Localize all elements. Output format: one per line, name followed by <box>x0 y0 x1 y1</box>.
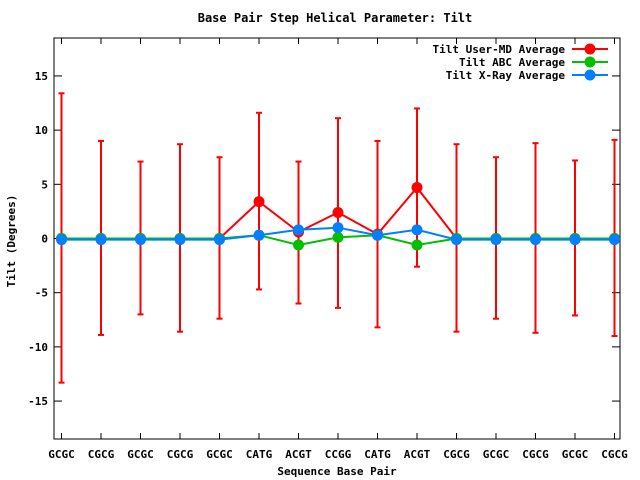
data-point <box>253 196 265 208</box>
data-point <box>530 234 541 246</box>
x-tick-label: GCGC <box>206 448 233 461</box>
data-point <box>411 224 423 236</box>
y-tick-label: -5 <box>35 287 48 300</box>
y-tick-label: 5 <box>41 178 48 191</box>
data-point <box>490 234 502 246</box>
x-tick-label: CATG <box>364 448 391 461</box>
x-axis-label: Sequence Base Pair <box>277 465 397 478</box>
x-tick-label: CCGG <box>325 448 352 461</box>
x-tick-label: GCGC <box>48 448 75 461</box>
data-point <box>609 234 620 246</box>
series-tilt-x-ray-average <box>56 222 620 246</box>
y-tick-label: 10 <box>35 124 48 137</box>
data-point <box>411 182 423 194</box>
x-tick-label: GCGC <box>483 448 510 461</box>
legend-label: Tilt ABC Average <box>459 56 565 69</box>
legend-label: Tilt User-MD Average <box>433 43 566 56</box>
data-point <box>253 229 265 241</box>
data-point <box>56 234 67 246</box>
data-point <box>451 234 462 246</box>
x-tick-label: CGCG <box>443 448 470 461</box>
y-tick-label: -15 <box>28 395 48 408</box>
plot-area: -15 -10 -5 0 5 10 15 GCGC CGCG GCGC CGCG GCGC CATG AC… <box>28 37 628 461</box>
y-tick-label: 0 <box>41 233 48 246</box>
legend-label: Tilt X-Ray Average <box>446 69 566 82</box>
data-point <box>293 224 304 236</box>
x-tick-label: CGCG <box>601 448 628 461</box>
y-tick-label: 15 <box>35 70 48 83</box>
data-point <box>135 234 146 246</box>
x-tick-label: GCGC <box>127 448 154 461</box>
data-point <box>293 239 304 251</box>
x-tick-label: GCGC <box>562 448 589 461</box>
data-point <box>95 234 107 246</box>
chart-title: Base Pair Step Helical Parameter: Tilt <box>198 11 473 25</box>
x-tick-label: CGCG <box>88 448 115 461</box>
data-point <box>569 234 581 246</box>
legend-marker <box>584 43 596 55</box>
data-point <box>332 206 344 218</box>
x-tick-label: CGCG <box>167 448 194 461</box>
legend-marker <box>584 69 596 81</box>
data-point <box>332 222 344 234</box>
data-point <box>411 239 423 251</box>
y-axis-label: Tilt (Degrees) <box>5 195 18 288</box>
x-tick-label: ACGT <box>285 448 312 461</box>
data-point <box>214 234 225 246</box>
data-point <box>174 234 186 246</box>
y-tick-label: -10 <box>28 341 48 354</box>
x-tick-label: CGCG <box>522 448 549 461</box>
legend-marker <box>584 56 596 68</box>
x-tick-label: CATG <box>246 448 273 461</box>
data-point <box>372 229 383 241</box>
data-point <box>332 231 344 243</box>
x-tick-label: ACGT <box>404 448 431 461</box>
